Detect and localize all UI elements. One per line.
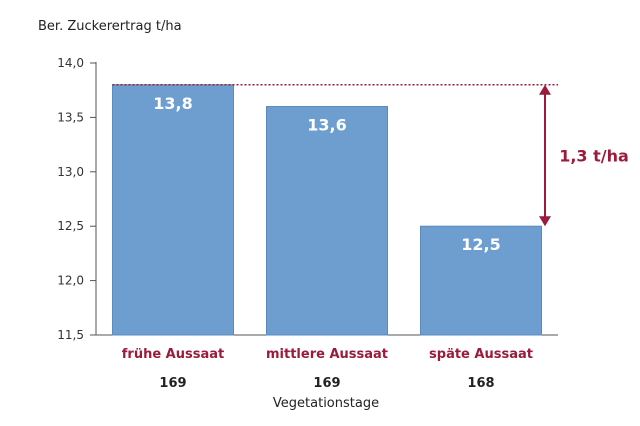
- bar-1: [112, 84, 234, 336]
- category-labels: frühe Aussaat mittlere Aussaat späte Aussa…: [122, 347, 533, 362]
- bar-3: [420, 225, 542, 336]
- difference-annotation: 1,3 t/ha: [112, 84, 629, 227]
- vegetation-days-label: 169: [159, 376, 186, 391]
- category-label: mittlere Aussaat: [266, 347, 388, 362]
- x-axis-label: Vegetationstage: [273, 396, 379, 411]
- bars: [112, 84, 542, 336]
- bar-value-label: 13,6: [307, 116, 346, 135]
- y-tick-label: 12,5: [57, 219, 84, 233]
- y-tick-label: 11,5: [57, 328, 84, 342]
- category-label: späte Aussaat: [429, 347, 533, 362]
- arrow-up-head: [539, 84, 551, 95]
- y-ticks: 11,5 12,0 12,5 13,0 13,5 14,0: [57, 56, 96, 342]
- y-tick-label: 12,0: [57, 274, 84, 288]
- bar-value-labels: 13,8 13,6 12,5: [153, 94, 500, 254]
- vegetation-day-labels: 169 169 168: [159, 376, 494, 391]
- bar-value-label: 13,8: [153, 94, 192, 113]
- bar-value-label: 12,5: [461, 235, 500, 254]
- y-tick-label: 13,0: [57, 165, 84, 179]
- bar-2: [266, 106, 388, 336]
- arrow-down-head: [539, 216, 551, 227]
- category-label: frühe Aussaat: [122, 347, 224, 362]
- y-tick-label: 13,5: [57, 110, 84, 124]
- y-axis-label: Ber. Zuckerertrag t/ha: [38, 19, 182, 34]
- vegetation-days-label: 168: [467, 376, 494, 391]
- y-tick-label: 14,0: [57, 56, 84, 70]
- difference-label: 1,3 t/ha: [559, 146, 629, 165]
- vegetation-days-label: 169: [313, 376, 340, 391]
